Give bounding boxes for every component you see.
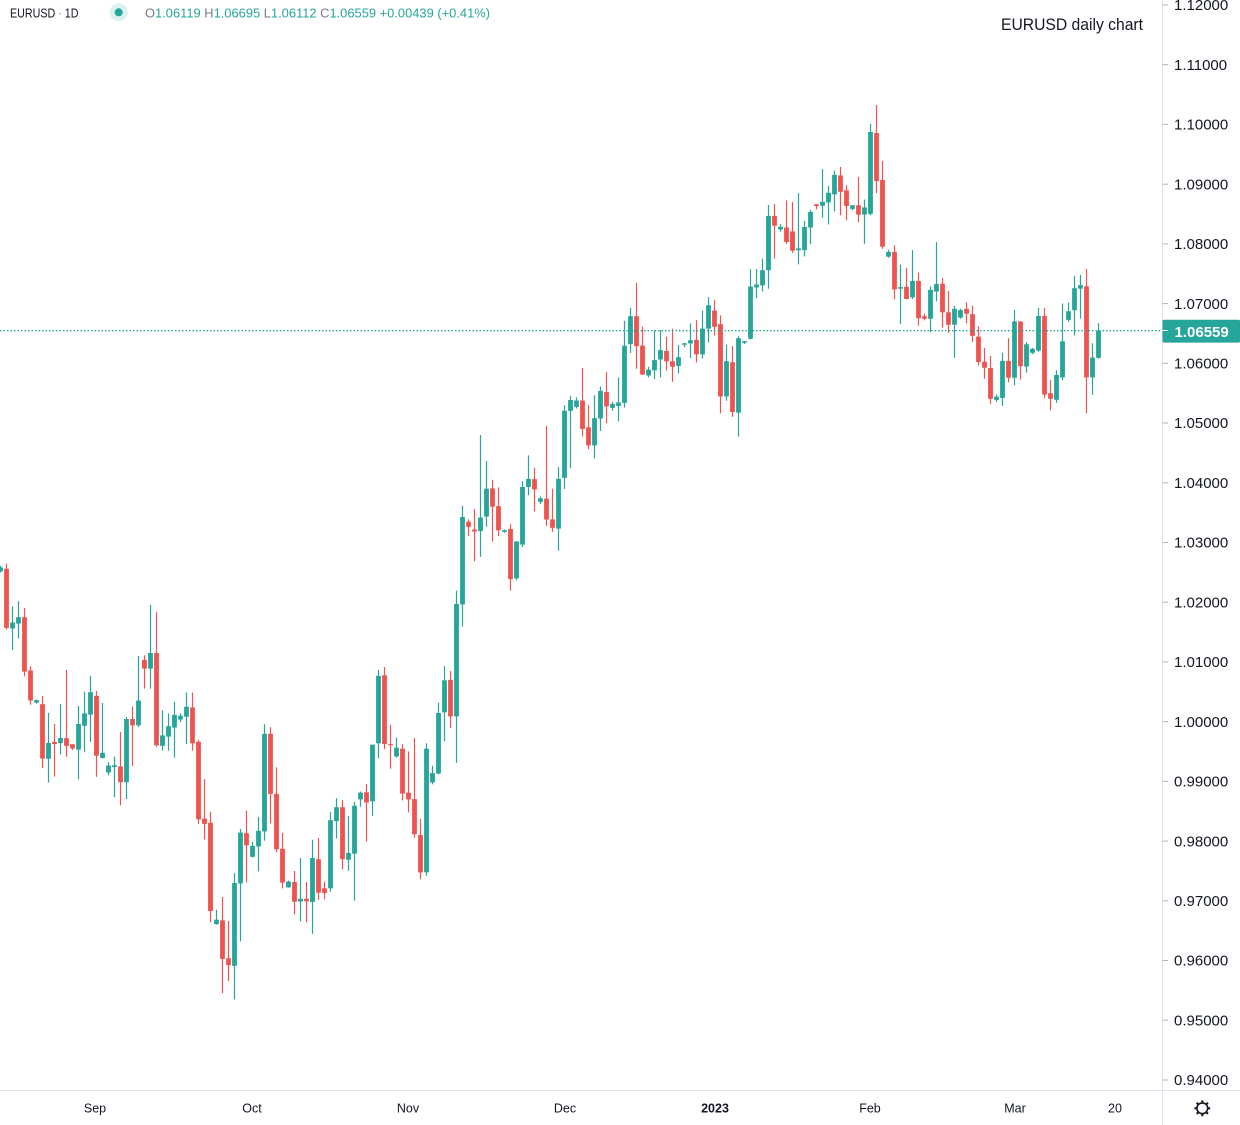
svg-text:0.98000: 0.98000 <box>1174 833 1228 850</box>
svg-text:1.11000: 1.11000 <box>1174 57 1227 74</box>
svg-text:0.94000: 0.94000 <box>1174 1072 1228 1089</box>
svg-text:20: 20 <box>1108 1102 1122 1116</box>
svg-text:Dec: Dec <box>554 1102 576 1116</box>
svg-text:Sep: Sep <box>84 1102 106 1116</box>
svg-text:Feb: Feb <box>859 1102 881 1116</box>
svg-text:EURUSD · 1D: EURUSD · 1D <box>10 6 79 21</box>
svg-text:0.95000: 0.95000 <box>1174 1012 1228 1029</box>
svg-text:1.06000: 1.06000 <box>1174 356 1228 373</box>
svg-text:Nov: Nov <box>397 1102 420 1116</box>
svg-text:0.99000: 0.99000 <box>1174 774 1228 791</box>
svg-text:1.07000: 1.07000 <box>1174 296 1228 313</box>
svg-text:2023: 2023 <box>701 1102 729 1116</box>
svg-text:0.97000: 0.97000 <box>1174 893 1228 910</box>
svg-text:Oct: Oct <box>242 1102 262 1116</box>
svg-text:1.12000: 1.12000 <box>1174 0 1228 14</box>
svg-text:1.00000: 1.00000 <box>1174 714 1228 731</box>
svg-text:1.03000: 1.03000 <box>1174 535 1228 552</box>
svg-text:1.10000: 1.10000 <box>1174 117 1228 134</box>
svg-text:1.02000: 1.02000 <box>1174 594 1228 611</box>
svg-text:1.01000: 1.01000 <box>1174 654 1228 671</box>
svg-text:1.06559: 1.06559 <box>1175 324 1229 341</box>
svg-text:1.04000: 1.04000 <box>1174 475 1228 492</box>
svg-text:O1.06119 H1.06695 L1.06112 C1.: O1.06119 H1.06695 L1.06112 C1.06559 +0.0… <box>145 6 490 21</box>
svg-text:EURUSD daily chart: EURUSD daily chart <box>1001 16 1143 34</box>
svg-text:1.05000: 1.05000 <box>1174 415 1228 432</box>
svg-text:0.96000: 0.96000 <box>1174 953 1228 970</box>
svg-text:Mar: Mar <box>1004 1102 1026 1116</box>
svg-text:1.09000: 1.09000 <box>1174 176 1228 193</box>
svg-text:1.08000: 1.08000 <box>1174 236 1228 253</box>
